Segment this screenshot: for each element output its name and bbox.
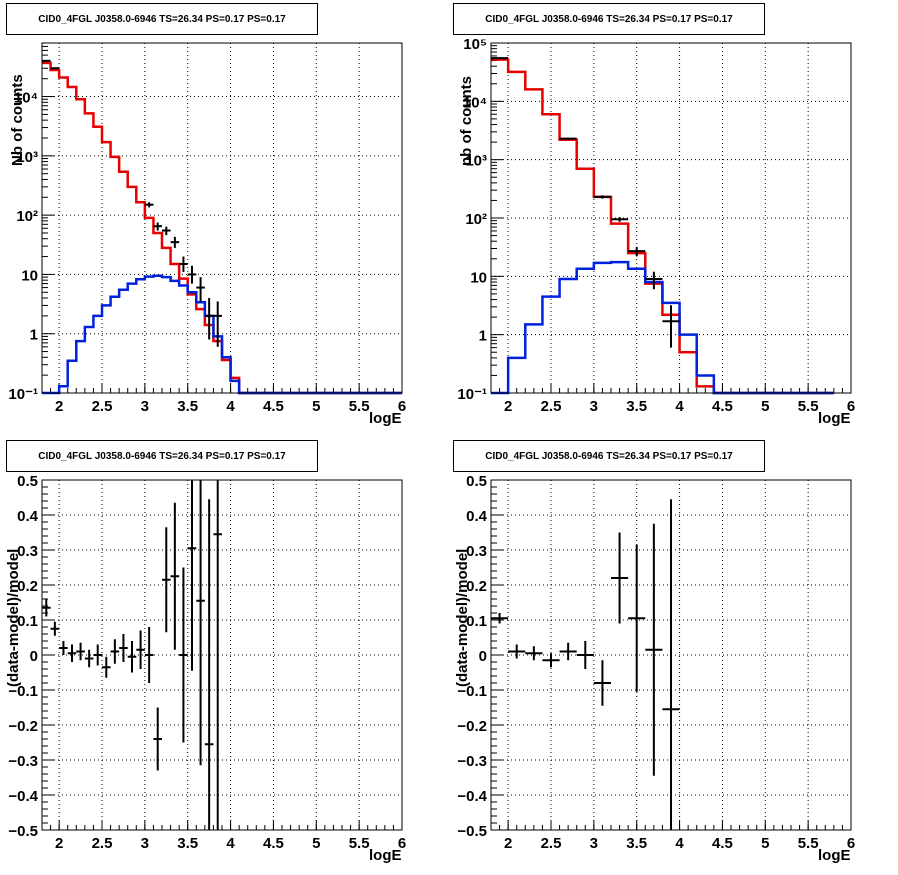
x-tick-label: 2.5 [92,835,113,852]
x-tick-label: 3 [590,398,598,415]
x-tick-label: 4.5 [712,398,733,415]
y-tick-label: 10⁻¹ [457,386,487,403]
y-tick-label: −0.5 [8,823,38,840]
chart-plot-area: 2 2.5 3 3.5 4 4.5 5 5.5 6 10⁻¹ 1 10 10² 10³ 10⁴ 10⁵ [457,36,855,415]
y-tick-label: 0.2 [17,578,38,595]
y-tick-label: −0.4 [457,788,487,805]
pad-bottom-left: CID0_4FGL J0358.0-6946 TS=26.34 PS=0.17 … [0,437,449,874]
y-tick-label: 0.4 [17,508,39,525]
x-tick-label: 5 [312,398,320,415]
y-tick-label: −0.3 [8,753,38,770]
y-tick-label: 10³ [16,149,38,166]
y-tick-label: −0.1 [457,683,487,700]
pad-bottom-right: CID0_4FGL J0358.0-6946 TS=26.34 PS=0.17 … [449,437,898,874]
series-source-histogram [42,274,402,395]
x-tick-label: 2 [504,835,512,852]
y-axis-label: (data-model)/model [454,548,471,687]
y-tick-label: 10⁵ [463,36,487,53]
x-tick-label: 2 [55,835,63,852]
y-tick-label: 0.4 [466,508,488,525]
x-tick-label: 5.5 [349,835,370,852]
x-tick-label: 2.5 [92,398,113,415]
plot-frame [41,42,403,394]
x-tick-label: 5.5 [798,398,819,415]
chart-title: CID0_4FGL J0358.0-6946 TS=26.34 PS=0.17 … [6,440,318,472]
y-tick-label: 0.2 [466,578,487,595]
x-tick-label: 3 [141,835,149,852]
x-tick-label: 6 [398,398,406,415]
plot-frame [490,479,852,831]
x-tick-label: 2 [504,398,512,415]
y-tick-label: 10⁴ [14,90,38,107]
x-tick-label: 2 [55,398,63,415]
x-tick-label: 3 [141,398,149,415]
y-tick-label: 10 [21,267,38,284]
y-tick-label: 0.3 [466,543,487,560]
pad-top-right: CID0_4FGL J0358.0-6946 TS=26.34 PS=0.17 … [449,0,898,437]
y-axis-label: nb of counts [458,76,475,166]
x-tick-label: 2.5 [541,835,562,852]
y-tick-label: 1 [479,328,487,345]
y-tick-label: 10⁻¹ [8,386,38,403]
chart-title: CID0_4FGL J0358.0-6946 TS=26.34 PS=0.17 … [453,3,765,35]
x-tick-label: 5.5 [798,835,819,852]
y-tick-label: 10² [465,211,487,228]
y-tick-label: 10 [470,269,487,286]
y-tick-label: −0.4 [8,788,38,805]
plot-frame [41,479,403,831]
y-tick-label: 1 [30,327,38,344]
y-axis-label: (data-model)/model [5,548,22,687]
chart-plot-area: 2 2.5 3 3.5 4 4.5 5 5.5 6 −0.5 −0.4 −0.3 −0.2 −0.1 0 0.… [457,473,855,852]
chart-title: CID0_4FGL J0358.0-6946 TS=26.34 PS=0.17 … [453,440,765,472]
x-tick-label: 6 [847,835,855,852]
x-tick-label: 5.5 [349,398,370,415]
x-tick-label: 6 [398,835,406,852]
y-tick-label: 0 [479,648,487,665]
x-tick-label: 6 [847,398,855,415]
y-tick-label: 10² [16,208,38,225]
x-axis-label: logE [818,847,851,864]
x-axis-label: logE [369,410,402,427]
y-tick-label: 10³ [465,153,487,170]
x-tick-label: 4 [226,398,235,415]
x-tick-label: 3.5 [626,835,647,852]
y-tick-label: 0.3 [17,543,38,560]
series-model-histogram [491,58,834,395]
plot-frame [490,42,852,394]
y-tick-label: 0.5 [466,473,487,490]
y-tick-label: 0.1 [466,613,487,630]
y-axis-label: Nb of counts [9,74,26,166]
x-tick-label: 3.5 [177,398,198,415]
x-tick-label: 3 [590,835,598,852]
x-axis-label: logE [818,410,851,427]
y-tick-label: −0.2 [8,718,38,735]
x-axis-label: logE [369,847,402,864]
series-source-histogram [491,260,834,395]
y-tick-label: 0.1 [17,613,38,630]
y-tick-label: −0.5 [457,823,487,840]
x-tick-label: 3.5 [177,835,198,852]
chart-plot-area: 2 2.5 3 3.5 4 4.5 5 5.5 6 10⁻¹ 1 10 10² 10³ 10⁴ [8,42,406,415]
x-tick-label: 4.5 [263,835,284,852]
chart-title: CID0_4FGL J0358.0-6946 TS=26.34 PS=0.17 … [6,3,318,35]
x-tick-label: 4.5 [712,835,733,852]
y-tick-label: 0.5 [17,473,38,490]
pad-top-left: CID0_4FGL J0358.0-6946 TS=26.34 PS=0.17 … [0,0,449,437]
x-tick-label: 5 [312,835,320,852]
y-tick-label: 10⁴ [463,94,487,111]
x-tick-label: 4 [226,835,235,852]
x-tick-label: 4 [675,835,684,852]
x-tick-label: 3.5 [626,398,647,415]
y-tick-label: 0 [30,648,38,665]
y-tick-label: −0.1 [8,683,38,700]
x-tick-label: 5 [761,398,769,415]
chart-plot-area: 2 2.5 3 3.5 4 4.5 5 5.5 6 −0.5 −0.4 −0.3 −0.2 −0.1 0 0.… [8,473,406,852]
x-tick-label: 4 [675,398,684,415]
y-tick-label: −0.3 [457,753,487,770]
x-tick-label: 4.5 [263,398,284,415]
y-tick-label: −0.2 [457,718,487,735]
x-tick-label: 2.5 [541,398,562,415]
x-tick-label: 5 [761,835,769,852]
